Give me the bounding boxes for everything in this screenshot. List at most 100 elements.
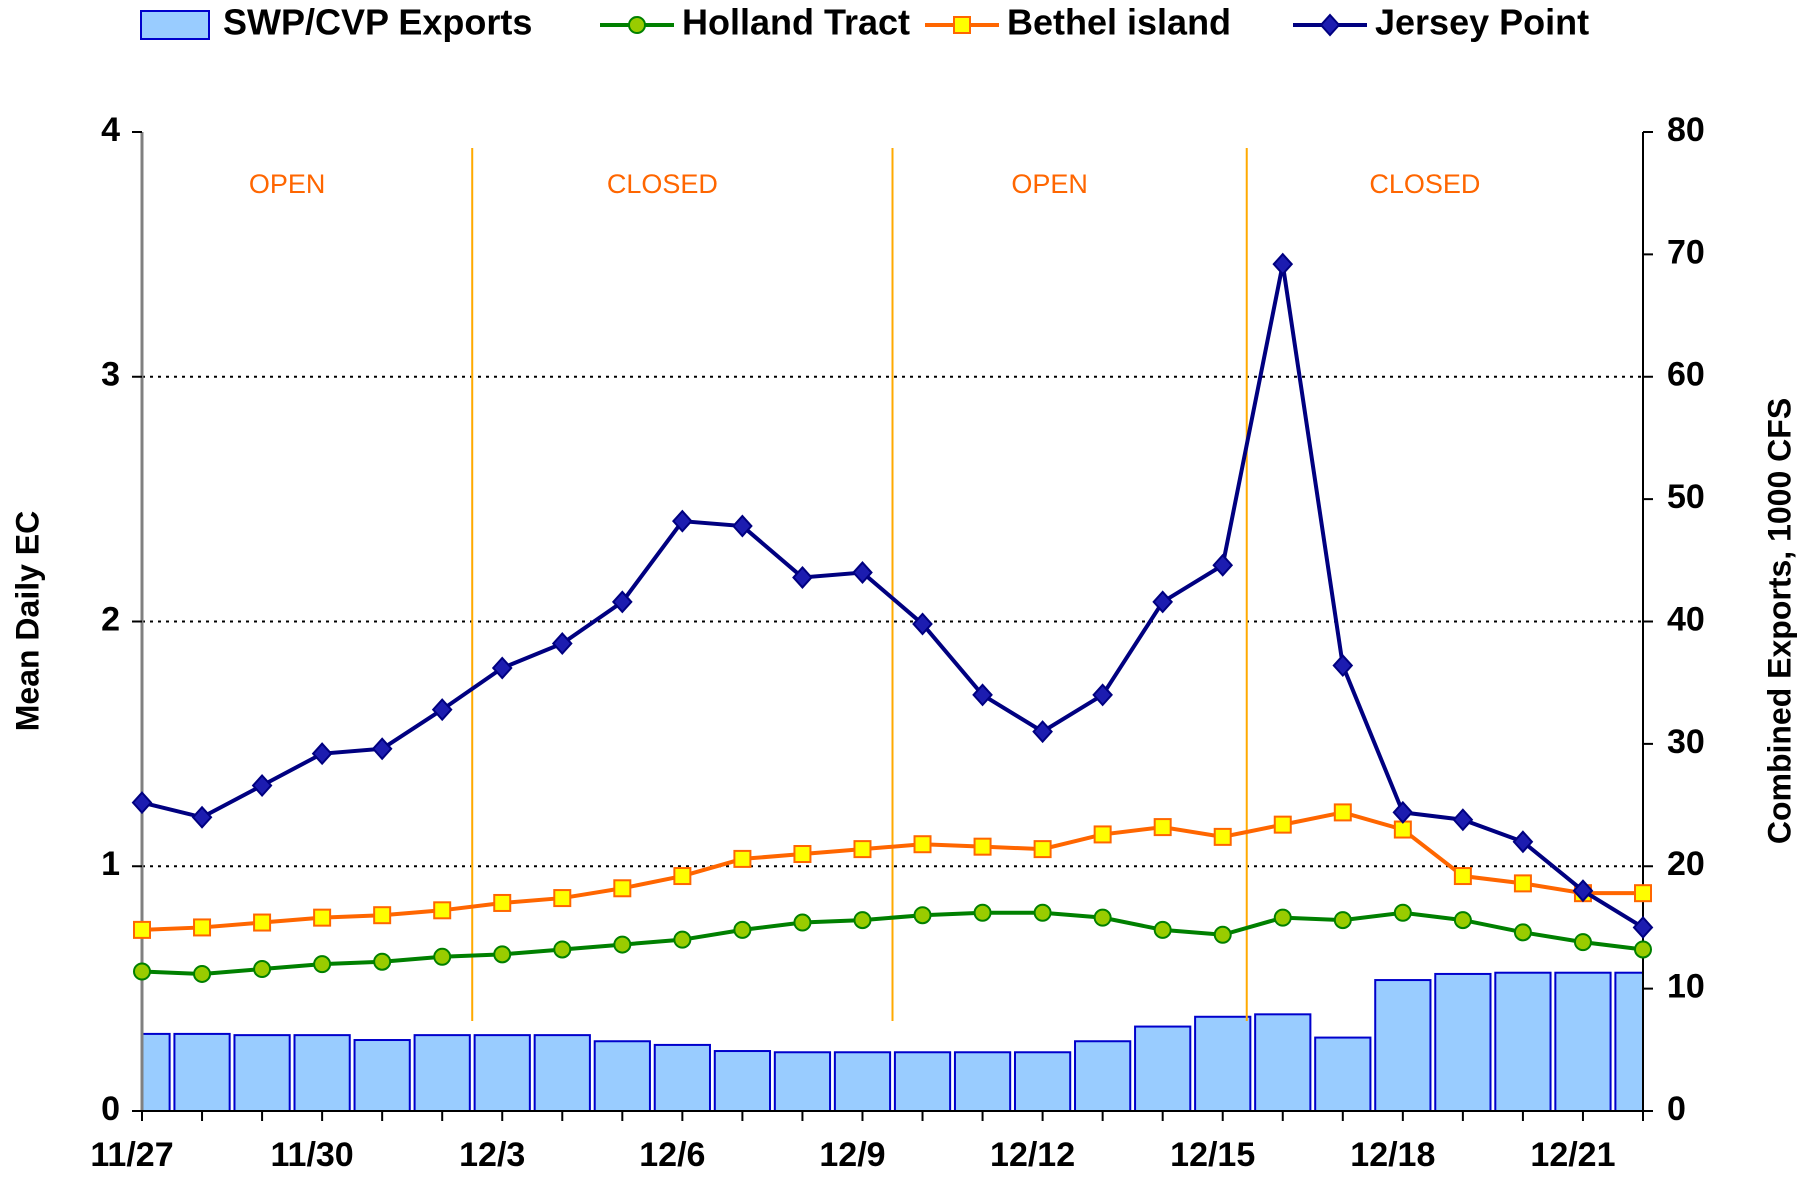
y2-tick-label: 30 xyxy=(1667,723,1705,761)
marker xyxy=(793,913,812,932)
marker xyxy=(313,908,332,927)
marker xyxy=(853,840,872,859)
annotation: CLOSED xyxy=(1369,169,1480,199)
y2-axis-label: Combined Exports, 1000 CFS xyxy=(1761,398,1797,844)
marker xyxy=(913,835,932,854)
marker xyxy=(972,683,993,707)
marker xyxy=(1213,925,1232,944)
legend-label: Holland Tract xyxy=(682,2,910,43)
marker xyxy=(611,590,633,614)
bar xyxy=(1494,971,1552,1112)
bar xyxy=(893,1051,952,1112)
x-tick-label: 12/15 xyxy=(1170,1136,1255,1174)
marker xyxy=(1393,903,1412,922)
marker xyxy=(493,893,512,912)
marker xyxy=(973,837,992,856)
bar xyxy=(1614,971,1643,1112)
marker xyxy=(1634,940,1652,959)
legend-marker xyxy=(953,16,971,34)
marker xyxy=(973,903,992,922)
marker xyxy=(1213,827,1232,846)
bar xyxy=(173,1032,231,1112)
marker xyxy=(1453,867,1472,886)
marker xyxy=(493,945,512,964)
marker xyxy=(1033,903,1052,922)
y-axis-label: Mean Daily EC xyxy=(9,511,45,732)
marker xyxy=(1392,800,1414,824)
marker xyxy=(1273,815,1292,834)
marker xyxy=(191,805,213,829)
line xyxy=(141,910,1644,976)
x-tick-label: 12/18 xyxy=(1350,1136,1435,1174)
marker xyxy=(1453,911,1472,930)
y-tick-label: 1 xyxy=(101,845,120,883)
bar xyxy=(233,1034,291,1112)
legend-label: Bethel island xyxy=(1007,2,1231,43)
y2-tick-label: 50 xyxy=(1667,478,1705,516)
marker xyxy=(1393,820,1412,839)
marker xyxy=(1333,803,1352,822)
bar xyxy=(1134,1025,1192,1112)
bar xyxy=(353,1039,411,1112)
marker xyxy=(1093,825,1112,844)
marker xyxy=(193,964,212,983)
y2-tick-label: 60 xyxy=(1667,356,1705,394)
marker xyxy=(1092,683,1113,707)
legend-marker xyxy=(1319,13,1341,37)
marker xyxy=(732,514,753,538)
x-tick-label: 12/9 xyxy=(819,1136,885,1174)
annotation: CLOSED xyxy=(607,169,718,199)
marker xyxy=(373,952,392,971)
marker xyxy=(673,930,692,949)
bar xyxy=(1074,1040,1132,1112)
marker xyxy=(1513,874,1532,893)
bar xyxy=(142,1032,171,1112)
marker xyxy=(131,791,153,815)
marker xyxy=(733,849,752,868)
x-tick-label: 12/21 xyxy=(1530,1136,1615,1174)
y2-tick-label: 0 xyxy=(1667,1090,1686,1128)
x-tick-label: 12/6 xyxy=(639,1136,705,1174)
marker xyxy=(1273,908,1292,927)
marker xyxy=(371,737,393,761)
line xyxy=(141,263,1645,930)
bar xyxy=(1194,1015,1252,1112)
bar xyxy=(773,1051,832,1112)
marker xyxy=(553,940,572,959)
y2-tick-label: 70 xyxy=(1667,233,1705,271)
marker xyxy=(1093,908,1112,927)
bar xyxy=(653,1043,711,1112)
bar xyxy=(1314,1036,1372,1112)
marker xyxy=(313,955,332,974)
y2-tick-label: 20 xyxy=(1667,845,1705,883)
marker xyxy=(672,509,693,533)
marker xyxy=(1272,252,1294,276)
marker xyxy=(852,561,873,585)
marker xyxy=(793,845,812,864)
marker xyxy=(613,935,632,954)
bar xyxy=(533,1034,591,1112)
annotation: OPEN xyxy=(249,169,326,199)
marker xyxy=(912,612,933,636)
marker xyxy=(433,947,452,966)
marker xyxy=(1153,818,1172,837)
y2-tick-label: 10 xyxy=(1667,968,1705,1006)
x-tick-label: 11/27 xyxy=(90,1136,173,1174)
bar xyxy=(473,1034,531,1112)
marker xyxy=(1333,911,1352,930)
y2-tick-label: 40 xyxy=(1667,600,1705,638)
y-tick-label: 3 xyxy=(101,356,120,394)
marker xyxy=(553,889,572,908)
plot-area xyxy=(142,971,1643,1112)
x-tick-label: 12/12 xyxy=(990,1136,1075,1174)
y-tick-label: 4 xyxy=(101,111,120,149)
marker xyxy=(853,911,872,930)
x-tick-label: 12/3 xyxy=(459,1136,525,1174)
marker xyxy=(433,901,452,920)
y2-tick-label: 80 xyxy=(1667,111,1705,149)
marker xyxy=(1573,933,1592,952)
legend-swatch xyxy=(140,10,210,40)
legend-label: SWP/CVP Exports xyxy=(223,2,532,43)
legend-label: Jersey Point xyxy=(1375,2,1589,43)
